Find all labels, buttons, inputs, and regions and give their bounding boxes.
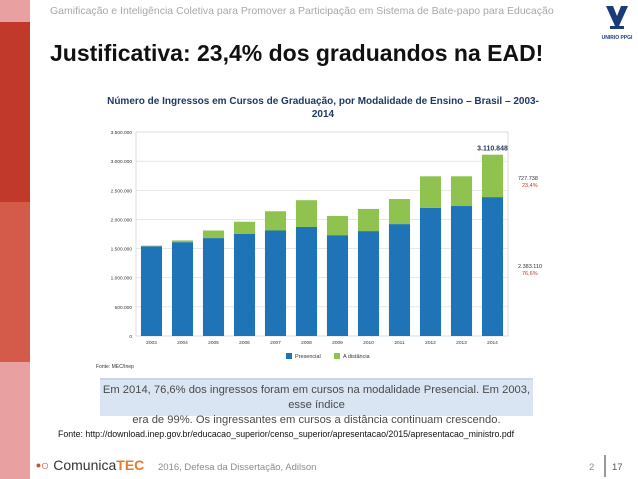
legend-swatch-distancia [334, 353, 340, 359]
bar-presencial [326, 235, 349, 336]
bar-presencial [264, 230, 287, 336]
footer-brand-logo: •○ ComunicaTEC [36, 457, 144, 473]
bar-distancia [264, 211, 287, 231]
unirio-logo-icon [606, 6, 628, 29]
bar-presencial [481, 197, 504, 336]
bar-presencial [171, 242, 194, 336]
bar-presencial [202, 238, 225, 336]
bar-presencial [388, 224, 411, 336]
x-tick-label: 2011 [394, 340, 405, 346]
distancia-2014-label: 727.738 [518, 176, 538, 182]
legend-swatch-presencial [286, 353, 292, 359]
bar-presencial [357, 231, 380, 336]
bar-distancia [202, 230, 225, 239]
header-subtitle: Gamificação e Inteligência Coletiva para… [50, 5, 554, 17]
logo-label: UNIRIO PPGI [601, 35, 633, 41]
bar-presencial [140, 246, 163, 336]
presencial-pct-label: 76,6% [522, 271, 538, 277]
x-tick-label: 2010 [363, 340, 374, 346]
bar-distancia [388, 199, 411, 225]
stacked-bar-chart: Número de Ingressos em Cursos de Graduaç… [88, 90, 558, 375]
y-tick-label: 3.500.000 [111, 130, 133, 136]
x-tick-label: 2008 [301, 340, 312, 346]
bar-distancia [140, 245, 163, 247]
slide-title: Justificativa: 23,4% dos graduandos na E… [50, 40, 544, 66]
slide-number: 2 [589, 462, 595, 473]
y-tick-label: 1.000.000 [111, 276, 133, 282]
chart-title-line1: Número de Ingressos em Cursos de Graduaç… [107, 96, 539, 107]
callout-box: Em 2014, 76,6% dos ingressos foram em cu… [100, 378, 533, 426]
bar-distancia [419, 176, 442, 208]
bar-presencial [233, 234, 256, 336]
footer-divider [604, 455, 606, 477]
y-tick-label: 0 [129, 334, 132, 340]
bar-presencial [419, 207, 442, 336]
chart-source-note: Fonte: MEC/Inep [96, 364, 134, 370]
x-tick-label: 2014 [487, 340, 498, 346]
chart-title-line2: 2014 [312, 109, 335, 120]
x-tick-label: 2009 [332, 340, 343, 346]
bar-presencial [450, 206, 473, 336]
distancia-pct-label: 23,4% [522, 183, 538, 189]
y-tick-label: 2.500.000 [111, 188, 133, 194]
x-tick-label: 2004 [177, 340, 188, 346]
x-tick-label: 2013 [456, 340, 467, 346]
page-total: 17 [612, 462, 623, 473]
x-tick-label: 2006 [239, 340, 250, 346]
y-tick-label: 3.000.000 [111, 159, 133, 165]
bar-distancia [481, 154, 504, 198]
brand-dots-icon: •○ [36, 457, 50, 473]
callout-line-1: Em 2014, 76,6% dos ingressos foram em cu… [102, 384, 531, 411]
legend-label-distancia: A distância [343, 354, 371, 360]
bar-distancia [450, 176, 473, 207]
brand-main: Comunica [53, 457, 117, 473]
left-decorative-bar [0, 0, 30, 479]
total-2014-label: 3.110.848 [477, 146, 508, 153]
x-tick-label: 2005 [208, 340, 219, 346]
presencial-2014-label: 2.383.110 [518, 264, 542, 270]
x-tick-label: 2007 [270, 340, 281, 346]
bar-distancia [295, 200, 318, 228]
plot-area [135, 131, 509, 337]
y-tick-label: 2.000.000 [111, 217, 133, 223]
callout-line-2: era de 99%. Os ingressantes em cursos a … [132, 414, 501, 426]
bar-distancia [326, 215, 349, 236]
x-tick-label: 2003 [146, 340, 157, 346]
bar-distancia [233, 221, 256, 234]
source-link[interactable]: Fonte: http://download.inep.gov.br/educa… [58, 429, 515, 439]
x-tick-label: 2012 [425, 340, 436, 346]
y-tick-label: 500.000 [115, 305, 133, 311]
brand-accent: TEC [116, 457, 145, 473]
legend-label-presencial: Presencial [295, 354, 321, 360]
bar-distancia [171, 240, 194, 243]
y-tick-label: 1.500.000 [111, 247, 133, 253]
bar-presencial [295, 227, 318, 336]
footer-text: 2016, Defesa da Dissertação, Adilson [158, 462, 317, 473]
bar-distancia [357, 208, 380, 232]
